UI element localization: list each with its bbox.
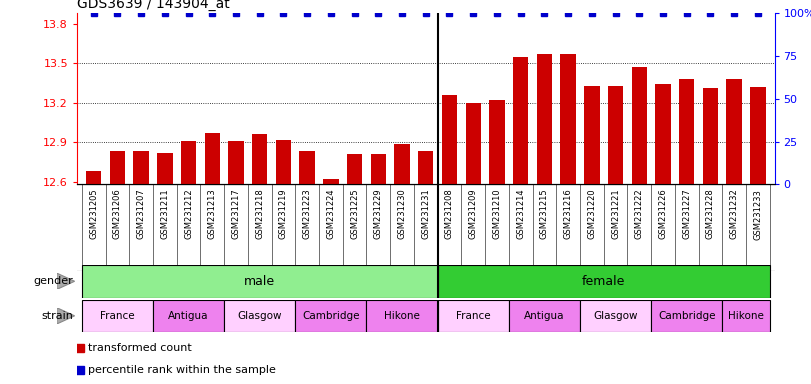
Text: female: female bbox=[582, 275, 625, 288]
Bar bbox=[580, 300, 651, 332]
Text: France: France bbox=[100, 311, 135, 321]
Bar bbox=[276, 140, 291, 184]
Bar bbox=[584, 86, 599, 184]
Text: France: France bbox=[456, 311, 491, 321]
Bar bbox=[508, 300, 580, 332]
Polygon shape bbox=[57, 273, 75, 290]
Text: percentile rank within the sample: percentile rank within the sample bbox=[88, 365, 276, 375]
Bar bbox=[418, 151, 434, 184]
Bar bbox=[513, 57, 529, 184]
Bar bbox=[442, 95, 457, 184]
Text: Antigua: Antigua bbox=[169, 311, 208, 321]
Bar bbox=[181, 141, 196, 184]
Bar bbox=[438, 265, 770, 298]
Text: Antigua: Antigua bbox=[524, 311, 564, 321]
Bar bbox=[299, 151, 315, 184]
Bar bbox=[157, 153, 173, 184]
Bar bbox=[347, 154, 363, 184]
Bar bbox=[367, 300, 438, 332]
Bar bbox=[295, 300, 367, 332]
Bar bbox=[323, 179, 339, 184]
Text: Glasgow: Glasgow bbox=[238, 311, 282, 321]
Bar bbox=[82, 265, 438, 298]
Bar bbox=[655, 84, 671, 184]
Bar bbox=[204, 133, 220, 184]
Bar bbox=[228, 141, 243, 184]
Text: GSM231226: GSM231226 bbox=[659, 189, 667, 239]
Text: GSM231210: GSM231210 bbox=[492, 189, 501, 239]
Bar bbox=[679, 79, 694, 184]
Text: GSM231215: GSM231215 bbox=[540, 189, 549, 239]
Bar bbox=[82, 300, 153, 332]
Text: GSM231228: GSM231228 bbox=[706, 189, 715, 239]
Bar bbox=[750, 87, 766, 184]
Text: GSM231221: GSM231221 bbox=[611, 189, 620, 239]
Bar bbox=[133, 151, 148, 184]
Bar bbox=[394, 144, 410, 184]
Text: GSM231209: GSM231209 bbox=[469, 189, 478, 239]
Text: GSM231230: GSM231230 bbox=[397, 189, 406, 239]
Text: GSM231225: GSM231225 bbox=[350, 189, 359, 239]
Bar bbox=[466, 103, 481, 184]
Text: Glasgow: Glasgow bbox=[594, 311, 637, 321]
Polygon shape bbox=[57, 308, 75, 324]
Text: GSM231205: GSM231205 bbox=[89, 189, 98, 239]
Bar bbox=[703, 88, 719, 184]
Text: GSM231229: GSM231229 bbox=[374, 189, 383, 239]
Text: Hikone: Hikone bbox=[728, 311, 764, 321]
Text: Cambridge: Cambridge bbox=[658, 311, 715, 321]
Text: GSM231207: GSM231207 bbox=[136, 189, 146, 239]
Bar bbox=[252, 134, 268, 184]
Text: GSM231223: GSM231223 bbox=[303, 189, 311, 239]
Text: GSM231211: GSM231211 bbox=[161, 189, 169, 239]
Bar bbox=[86, 171, 101, 184]
Bar bbox=[632, 67, 647, 184]
Bar bbox=[651, 300, 723, 332]
Text: transformed count: transformed count bbox=[88, 343, 191, 353]
Bar bbox=[438, 300, 508, 332]
Bar bbox=[153, 300, 224, 332]
Text: GSM231218: GSM231218 bbox=[255, 189, 264, 239]
Text: GSM231216: GSM231216 bbox=[564, 189, 573, 239]
Text: GSM231233: GSM231233 bbox=[753, 189, 762, 240]
Bar bbox=[723, 300, 770, 332]
Text: GSM231224: GSM231224 bbox=[326, 189, 336, 239]
Text: GSM231219: GSM231219 bbox=[279, 189, 288, 239]
Text: male: male bbox=[244, 275, 275, 288]
Bar bbox=[109, 151, 125, 184]
Text: GSM231220: GSM231220 bbox=[587, 189, 596, 239]
Text: GSM231222: GSM231222 bbox=[635, 189, 644, 239]
Text: GDS3639 / 143904_at: GDS3639 / 143904_at bbox=[77, 0, 230, 11]
Text: strain: strain bbox=[41, 311, 73, 321]
Text: GSM231231: GSM231231 bbox=[421, 189, 431, 239]
Bar bbox=[537, 54, 552, 184]
Bar bbox=[371, 154, 386, 184]
Text: GSM231213: GSM231213 bbox=[208, 189, 217, 239]
Text: gender: gender bbox=[33, 276, 73, 286]
Text: GSM231227: GSM231227 bbox=[682, 189, 691, 239]
Text: Hikone: Hikone bbox=[384, 311, 420, 321]
Text: Cambridge: Cambridge bbox=[303, 311, 359, 321]
Bar bbox=[489, 100, 504, 184]
Bar bbox=[560, 54, 576, 184]
Text: GSM231206: GSM231206 bbox=[113, 189, 122, 239]
Bar bbox=[224, 300, 295, 332]
Text: GSM231208: GSM231208 bbox=[445, 189, 454, 239]
Text: GSM231212: GSM231212 bbox=[184, 189, 193, 239]
Text: GSM231214: GSM231214 bbox=[516, 189, 526, 239]
Text: GSM231232: GSM231232 bbox=[730, 189, 739, 239]
Text: GSM231217: GSM231217 bbox=[231, 189, 241, 239]
Bar bbox=[608, 86, 624, 184]
Bar bbox=[727, 79, 742, 184]
